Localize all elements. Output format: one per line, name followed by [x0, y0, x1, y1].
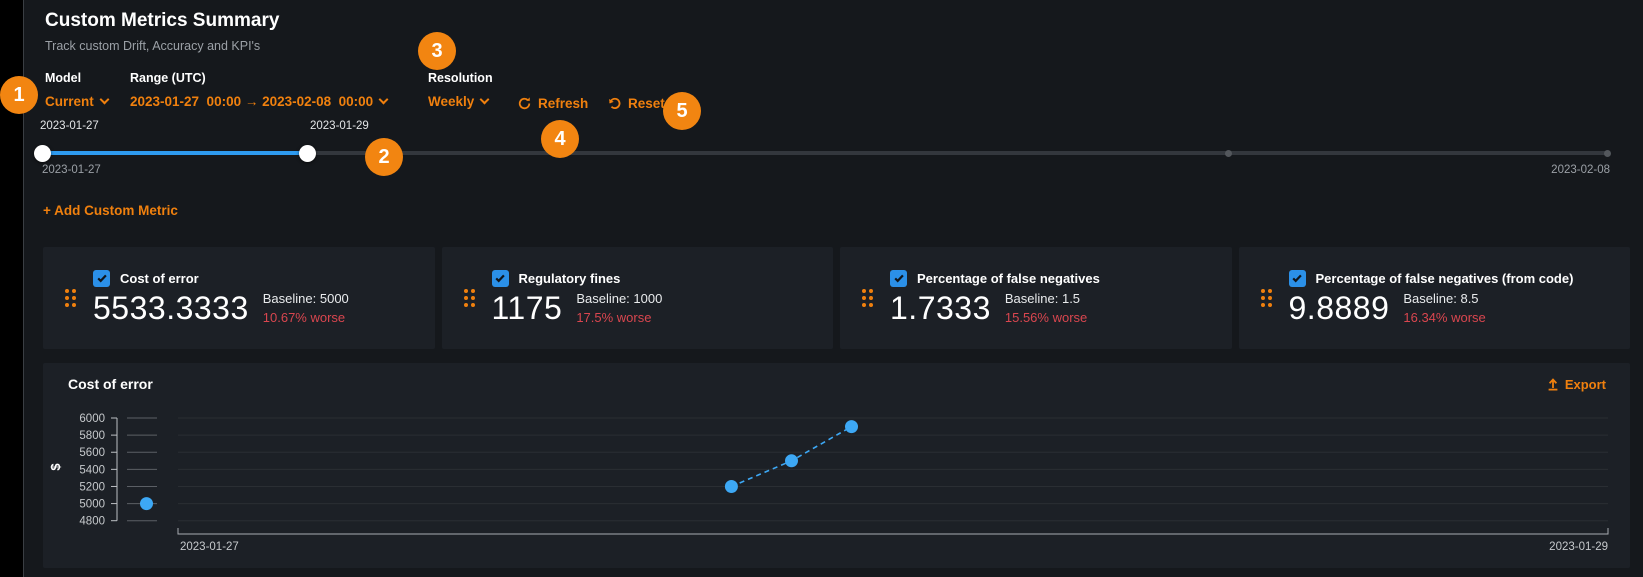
- svg-text:5800: 5800: [79, 430, 105, 442]
- svg-text:6000: 6000: [79, 413, 105, 425]
- metric-delta: 16.34% worse: [1403, 310, 1486, 325]
- metric-checkbox[interactable]: [491, 269, 509, 287]
- metric-card-pct-false-negatives: Percentage of false negatives 1.7333 Bas…: [840, 247, 1232, 349]
- metric-title: Percentage of false negatives (from code…: [1315, 270, 1574, 286]
- range-control: Range (UTC) 2023-01-27 00:00 → 2023-02-0…: [130, 71, 389, 109]
- metric-checkbox[interactable]: [1288, 269, 1306, 287]
- svg-text:$: $: [48, 463, 63, 471]
- svg-text:5200: 5200: [79, 481, 105, 493]
- range-select[interactable]: 2023-01-27 00:00 → 2023-02-08 00:00: [130, 94, 389, 109]
- metric-title: Regulatory fines: [518, 270, 621, 286]
- check-icon: [96, 274, 107, 283]
- check-icon: [893, 274, 904, 283]
- metric-value: 1.7333: [890, 289, 991, 326]
- svg-text:5000: 5000: [79, 499, 105, 511]
- refresh-button-label: Refresh: [538, 96, 589, 111]
- export-icon: [1548, 378, 1558, 391]
- metric-checkbox[interactable]: [890, 269, 907, 287]
- slider-min-label: 2023-01-27: [42, 164, 101, 176]
- metric-title: Percentage of false negatives: [917, 270, 1100, 286]
- svg-text:2023-01-27: 2023-01-27: [180, 541, 239, 553]
- add-custom-metric-button[interactable]: + Add Custom Metric: [43, 203, 178, 218]
- metric-value: 9.8889: [1288, 289, 1390, 326]
- metric-card-regulatory-fines: Regulatory fines 1175 Baseline: 1000 17.…: [441, 247, 833, 349]
- metric-delta: 15.56% worse: [1004, 310, 1088, 325]
- metric-cards-row: Cost of error 5533.3333 Baseline: 5000 1…: [43, 247, 1630, 349]
- cost-of-error-chart-card: Cost of error Export 4800 5000 5200 5400 560…: [43, 363, 1630, 568]
- model-select[interactable]: Current: [45, 94, 110, 109]
- chevron-down-icon: [99, 94, 110, 105]
- resolution-label: Resolution: [428, 71, 493, 85]
- export-button-label: Export: [1564, 376, 1606, 392]
- metric-card-pct-false-negatives-code: Percentage of false negatives (from code…: [1238, 247, 1630, 349]
- svg-text:2023-01-29: 2023-01-29: [1549, 541, 1608, 553]
- refresh-button[interactable]: Refresh: [517, 96, 588, 111]
- annotation-badge-5: 5: [663, 92, 701, 130]
- annotation-badge-2: 2: [365, 138, 403, 176]
- slider-start-value-label: 2023-01-27: [40, 120, 99, 132]
- svg-text:4800: 4800: [79, 516, 105, 528]
- metric-baseline: Baseline: 5000: [262, 291, 349, 306]
- metric-delta: 17.5% worse: [576, 310, 652, 325]
- annotation-badge-3: 3: [418, 32, 456, 70]
- metric-delta: 10.67% worse: [262, 310, 346, 325]
- metric-baseline: Baseline: 8.5: [1403, 291, 1479, 306]
- range-label: Range (UTC): [130, 71, 206, 85]
- resolution-select[interactable]: Weekly: [428, 94, 493, 109]
- slider-mark: [1225, 150, 1232, 157]
- slider-max-label: 2023-02-08: [1551, 164, 1610, 176]
- page-subtitle: Track custom Drift, Accuracy and KPI's: [45, 39, 261, 53]
- svg-text:5400: 5400: [79, 464, 105, 476]
- range-select-value: 2023-01-27 00:00 → 2023-02-08 00:00: [130, 94, 374, 109]
- metric-baseline: Baseline: 1.5: [1004, 291, 1081, 306]
- svg-text:5600: 5600: [79, 447, 105, 459]
- resolution-select-value: Weekly: [428, 94, 475, 109]
- chevron-down-icon: [378, 94, 389, 105]
- check-icon: [1292, 274, 1302, 283]
- reset-icon: [609, 97, 621, 109]
- metric-value: 1175: [491, 289, 563, 326]
- drag-handle-icon[interactable]: [1260, 289, 1272, 307]
- annotation-badge-4: 4: [541, 120, 579, 158]
- chart-title: Cost of error: [68, 376, 153, 392]
- slider-end-value-label: 2023-01-29: [310, 120, 369, 132]
- slider-track[interactable]: [42, 151, 1610, 155]
- reset-button-label: Reset: [628, 96, 665, 111]
- annotation-badge-1: 1: [0, 76, 38, 114]
- export-button[interactable]: Export: [1546, 377, 1606, 392]
- slider-start-handle[interactable]: [34, 145, 51, 162]
- slider-end-handle[interactable]: [299, 145, 316, 162]
- metric-baseline: Baseline: 1000: [576, 291, 663, 306]
- check-icon: [495, 274, 505, 283]
- reset-button[interactable]: Reset: [607, 96, 665, 111]
- model-control: Model Current: [45, 71, 110, 109]
- slider-mark: [1604, 150, 1611, 157]
- drag-handle-icon[interactable]: [65, 289, 76, 307]
- metric-title: Cost of error: [120, 270, 199, 286]
- model-label: Model: [45, 71, 82, 85]
- refresh-icon: [518, 97, 531, 110]
- metric-value: 5533.3333: [93, 289, 249, 326]
- metric-checkbox[interactable]: [93, 269, 110, 287]
- page-title: Custom Metrics Summary: [45, 10, 280, 31]
- slider-active-range: [42, 151, 307, 155]
- resolution-control: Resolution Weekly: [428, 71, 493, 109]
- model-select-value: Current: [45, 94, 94, 109]
- cost-chart-svg: 4800 5000 5200 5400 5600 5800 6000 2023-01-27 20…: [48, 413, 1609, 553]
- chevron-down-icon: [479, 94, 490, 105]
- drag-handle-icon[interactable]: [862, 289, 873, 307]
- metric-card-cost-of-error: Cost of error 5533.3333 Baseline: 5000 1…: [43, 247, 435, 349]
- drag-handle-icon[interactable]: [463, 289, 475, 307]
